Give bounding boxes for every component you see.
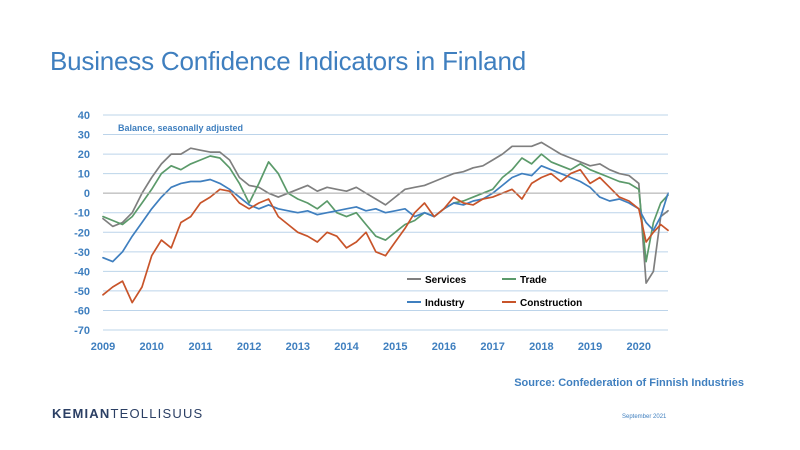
x-tick-label: 2020 <box>627 341 651 353</box>
x-tick-label: 2010 <box>139 341 163 353</box>
x-tick-label: 2018 <box>529 341 553 353</box>
x-tick-label: 2014 <box>334 341 359 353</box>
series-line-industry <box>102 164 669 263</box>
series-line-construction <box>102 168 669 304</box>
x-tick-label: 2012 <box>237 341 261 353</box>
y-tick-label: -60 <box>74 305 90 317</box>
x-tick-label: 2011 <box>188 341 212 353</box>
legend-label-services: Services <box>425 275 467 286</box>
logo-part-2: TEOLLISUUS <box>110 406 204 421</box>
series-line-services <box>102 141 669 284</box>
y-tick-label: -40 <box>74 266 90 278</box>
legend-label-industry: Industry <box>425 298 465 309</box>
y-tick-label: -70 <box>74 325 90 337</box>
x-tick-label: 2017 <box>480 341 504 353</box>
series-line-trade <box>102 153 669 263</box>
y-tick-label: -50 <box>74 286 90 298</box>
y-tick-label: -10 <box>74 208 90 220</box>
slide-title: Business Confidence Indicators in Finlan… <box>50 46 526 76</box>
date-label: September 2021 <box>622 414 667 420</box>
logo-part-1: KEMIAN <box>52 406 111 421</box>
y-tick-label: -20 <box>74 227 90 239</box>
x-tick-label: 2016 <box>432 341 456 353</box>
chart-annotation: Balance, seasonally adjusted <box>118 123 243 133</box>
x-tick-label: 2019 <box>578 341 602 353</box>
y-tick-label: 20 <box>78 149 90 161</box>
legend-label-trade: Trade <box>520 275 547 286</box>
x-tick-label: 2013 <box>286 341 310 353</box>
x-tick-label: 2015 <box>383 341 407 353</box>
source-note: Source: Confederation of Finnish Industr… <box>514 377 744 389</box>
y-tick-label: 10 <box>78 169 90 181</box>
y-tick-label: 30 <box>78 130 90 142</box>
x-tick-label: 2009 <box>91 341 115 353</box>
company-logo: KEMIANTEOLLISUUS <box>52 406 203 421</box>
y-tick-label: 0 <box>84 188 90 200</box>
y-tick-label: 40 <box>78 110 90 122</box>
legend-label-construction: Construction <box>520 298 582 309</box>
y-tick-label: -30 <box>74 247 90 259</box>
